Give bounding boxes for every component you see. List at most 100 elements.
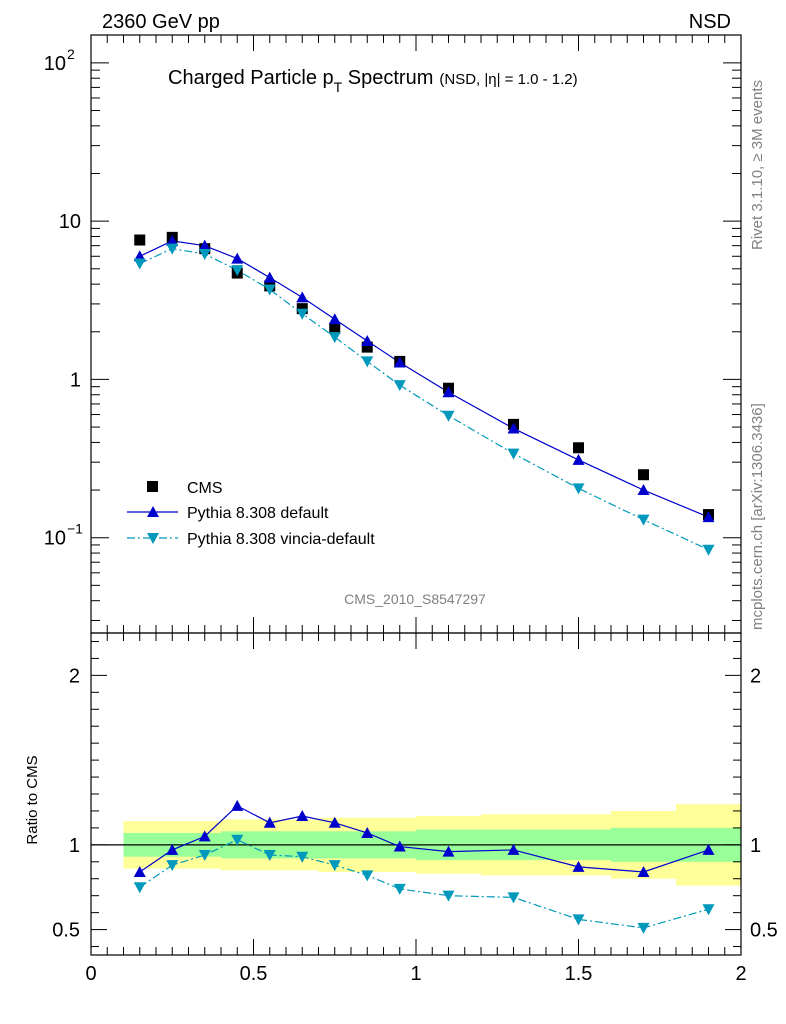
point-pythia-8-308-vincia-default — [231, 265, 244, 277]
point-pythia-8-308-vincia-default — [328, 332, 341, 344]
point-cms — [638, 469, 649, 481]
legend: CMS Pythia 8.308 default Pythia 8.308 vi… — [127, 480, 375, 548]
point-cms — [296, 303, 308, 315]
point-pythia-8-308-vincia-default — [637, 514, 650, 526]
x-tick-label: 2 — [735, 963, 746, 985]
axis-ticks — [90, 35, 742, 955]
series-line-pythia-8-308-default — [139, 240, 709, 518]
ratio-y-tick-label-right: 1 — [750, 835, 761, 857]
legend-label-cms: CMS — [187, 480, 223, 497]
y-tick-exponent: 2 — [67, 46, 75, 62]
legend-label-pythia-default: Pythia 8.308 default — [187, 505, 329, 522]
x-tick-label: 0 — [85, 963, 96, 985]
point-pythia-8-308-default — [328, 313, 341, 325]
title-small: (NSD, |η| = 1.0 - 1.2) — [439, 71, 577, 88]
ratio-plot-frame — [90, 632, 742, 956]
analysis-tag: CMS_2010_S8547297 — [344, 591, 486, 607]
point-pythia-8-308-vincia-default — [198, 249, 211, 261]
ratio-point-pythia-8-308-vincia-default — [198, 850, 211, 862]
y-tick-label: 1 — [70, 369, 81, 391]
ratio-point-pythia-8-308-vincia-default — [507, 892, 520, 904]
point-cms — [329, 322, 341, 334]
legend-marker-cms — [147, 481, 158, 492]
ratio-y-tick-label: 1 — [69, 835, 80, 857]
ratio-series — [133, 799, 715, 934]
ratio-point-pythia-8-308-default — [361, 826, 374, 838]
ratio-point-pythia-8-308-default — [702, 843, 715, 855]
ratio-point-pythia-8-308-default — [637, 865, 650, 877]
ratio-y-tick-label-right: 0.5 — [750, 920, 778, 942]
ratio-y-tick-label: 0.5 — [52, 920, 80, 942]
mcplots-label: mcplots.cern.ch [arXiv:1306.3436] — [749, 403, 766, 630]
point-pythia-8-308-vincia-default — [572, 483, 585, 495]
ratio-point-pythia-8-308-default — [231, 799, 244, 811]
point-pythia-8-308-vincia-default — [361, 356, 374, 368]
legend-label-pythia-vincia: Pythia 8.308 vincia-default — [187, 531, 375, 548]
ratio-point-pythia-8-308-default — [328, 816, 341, 828]
point-pythia-8-308-vincia-default — [133, 258, 146, 270]
point-pythia-8-308-default — [198, 239, 211, 251]
point-pythia-8-308-default — [361, 334, 374, 346]
point-pythia-8-308-vincia-default — [442, 410, 455, 422]
ratio-point-pythia-8-308-default — [442, 845, 455, 857]
legend-marker-pythia-vincia — [147, 533, 159, 544]
ratio-point-pythia-8-308-default — [166, 843, 179, 855]
y-tick-exponent: −1 — [67, 521, 83, 537]
ratio-point-pythia-8-308-vincia-default — [231, 834, 244, 846]
header-left-label: 2360 GeV pp — [102, 11, 220, 33]
ratio-point-pythia-8-308-vincia-default — [393, 883, 406, 895]
ratio-point-pythia-8-308-default — [507, 843, 520, 855]
ratio-y-axis-label: Ratio to CMS — [24, 755, 41, 844]
ratio-point-pythia-8-308-default — [198, 830, 211, 842]
ratio-point-pythia-8-308-vincia-default — [328, 860, 341, 872]
point-pythia-8-308-vincia-default — [263, 284, 276, 296]
title-main: Charged Particle p — [168, 67, 334, 89]
ratio-line-pythia-8-308-default — [139, 805, 709, 873]
point-cms — [134, 234, 146, 246]
header-right-label: NSD — [689, 11, 731, 33]
ratio-point-pythia-8-308-default — [572, 860, 585, 872]
ratio-point-pythia-8-308-vincia-default — [361, 870, 374, 882]
ratio-point-pythia-8-308-vincia-default — [572, 914, 585, 926]
point-pythia-8-308-vincia-default — [702, 544, 715, 556]
ratio-y-tick-label-right: 2 — [750, 665, 761, 687]
point-pythia-8-308-default — [507, 422, 520, 434]
point-pythia-8-308-default — [231, 252, 244, 264]
ratio-point-pythia-8-308-vincia-default — [166, 860, 179, 872]
ratio-point-pythia-8-308-vincia-default — [133, 882, 146, 894]
ratio-point-pythia-8-308-default — [133, 865, 146, 877]
point-pythia-8-308-vincia-default — [507, 448, 520, 460]
legend-marker-pythia-default — [147, 506, 159, 517]
point-pythia-8-308-default — [637, 484, 650, 496]
ratio-point-pythia-8-308-default — [393, 840, 406, 852]
ratio-point-pythia-8-308-vincia-default — [637, 922, 650, 934]
ratio-point-pythia-8-308-vincia-default — [263, 850, 276, 862]
y-tick-label: 10 — [59, 211, 81, 233]
point-pythia-8-308-default — [166, 234, 179, 246]
ratio-point-pythia-8-308-default — [263, 816, 276, 828]
ratio-point-pythia-8-308-vincia-default — [296, 851, 309, 863]
point-pythia-8-308-vincia-default — [393, 380, 406, 392]
ratio-y-tick-label: 2 — [69, 665, 80, 687]
x-tick-label: 1.5 — [565, 963, 593, 985]
y-tick-label: 10 — [44, 528, 66, 550]
point-pythia-8-308-default — [393, 356, 406, 368]
point-pythia-8-308-default — [442, 386, 455, 398]
x-tick-label: 0.5 — [240, 963, 268, 985]
title-tail: Spectrum — [342, 67, 433, 89]
y-tick-label: 10 — [44, 53, 66, 75]
point-pythia-8-308-default — [263, 271, 276, 283]
title-subscript: T — [334, 79, 343, 95]
x-tick-label: 1 — [410, 963, 421, 985]
main-series — [133, 231, 715, 556]
ratio-point-pythia-8-308-vincia-default — [702, 904, 715, 916]
chart-title: Charged Particle pT Spectrum (NSD, |η| = … — [168, 67, 578, 95]
series-line-pythia-8-308-vincia-default — [139, 248, 709, 551]
point-cms — [361, 341, 373, 353]
point-pythia-8-308-vincia-default — [166, 243, 179, 255]
ratio-point-pythia-8-308-default — [296, 810, 309, 822]
ratio-line-pythia-8-308-vincia-default — [139, 839, 709, 929]
point-cms — [573, 442, 584, 454]
